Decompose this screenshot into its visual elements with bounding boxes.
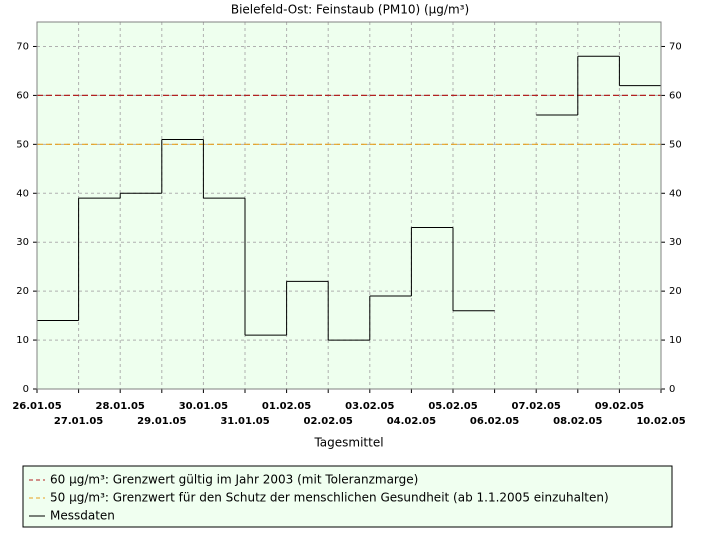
y-tick-label: 60 — [16, 90, 29, 101]
plot-area — [37, 22, 661, 389]
y2-tick-label: 50 — [669, 139, 682, 150]
x-tick-label: 10.02.05 — [636, 416, 685, 427]
plot-frame — [36, 21, 662, 390]
legend-box — [22, 465, 673, 528]
x-tick-label: 05.02.05 — [428, 401, 477, 412]
x-axis-label: Tagesmittel — [313, 436, 383, 450]
x-tick-label: 09.02.05 — [595, 401, 644, 412]
x-tick-label: 30.01.05 — [179, 401, 228, 412]
legend-label: 50 µg/m³: Grenzwert für den Schutz der m… — [50, 491, 609, 505]
x-tick-label: 31.01.05 — [220, 416, 269, 427]
y2-tick-label: 0 — [669, 384, 675, 395]
x-tick-label: 03.02.05 — [345, 401, 394, 412]
x-tick-label: 27.01.05 — [54, 416, 103, 427]
y-tick-label: 40 — [16, 188, 29, 199]
y2-tick-label: 10 — [669, 335, 682, 346]
y2-tick-label: 70 — [669, 41, 682, 52]
y-tick-label: 30 — [16, 237, 29, 248]
y-tick-label: 0 — [23, 384, 29, 395]
x-tick-label: 02.02.05 — [304, 416, 353, 427]
x-tick-label: 04.02.05 — [387, 416, 436, 427]
y2-tick-label: 20 — [669, 286, 682, 297]
x-tick-label: 26.01.05 — [12, 401, 61, 412]
x-tick-label: 06.02.05 — [470, 416, 519, 427]
x-tick-label: 29.01.05 — [137, 416, 186, 427]
chart-title: Bielefeld-Ost: Feinstaub (PM10) (µg/m³) — [231, 3, 469, 17]
y-tick-label: 10 — [16, 335, 29, 346]
legend-label: 60 µg/m³: Grenzwert gültig im Jahr 2003 … — [50, 473, 418, 487]
legend-label: Messdaten — [50, 509, 115, 523]
y-tick-label: 70 — [16, 41, 29, 52]
x-tick-label: 08.02.05 — [553, 416, 602, 427]
y2-tick-label: 40 — [669, 188, 682, 199]
x-tick-label: 28.01.05 — [96, 401, 145, 412]
y-tick-label: 50 — [16, 139, 29, 150]
x-tick-label: 01.02.05 — [262, 401, 311, 412]
y-tick-label: 20 — [16, 286, 29, 297]
y2-tick-label: 30 — [669, 237, 682, 248]
y2-tick-label: 60 — [669, 90, 682, 101]
x-tick-label: 07.02.05 — [512, 401, 561, 412]
